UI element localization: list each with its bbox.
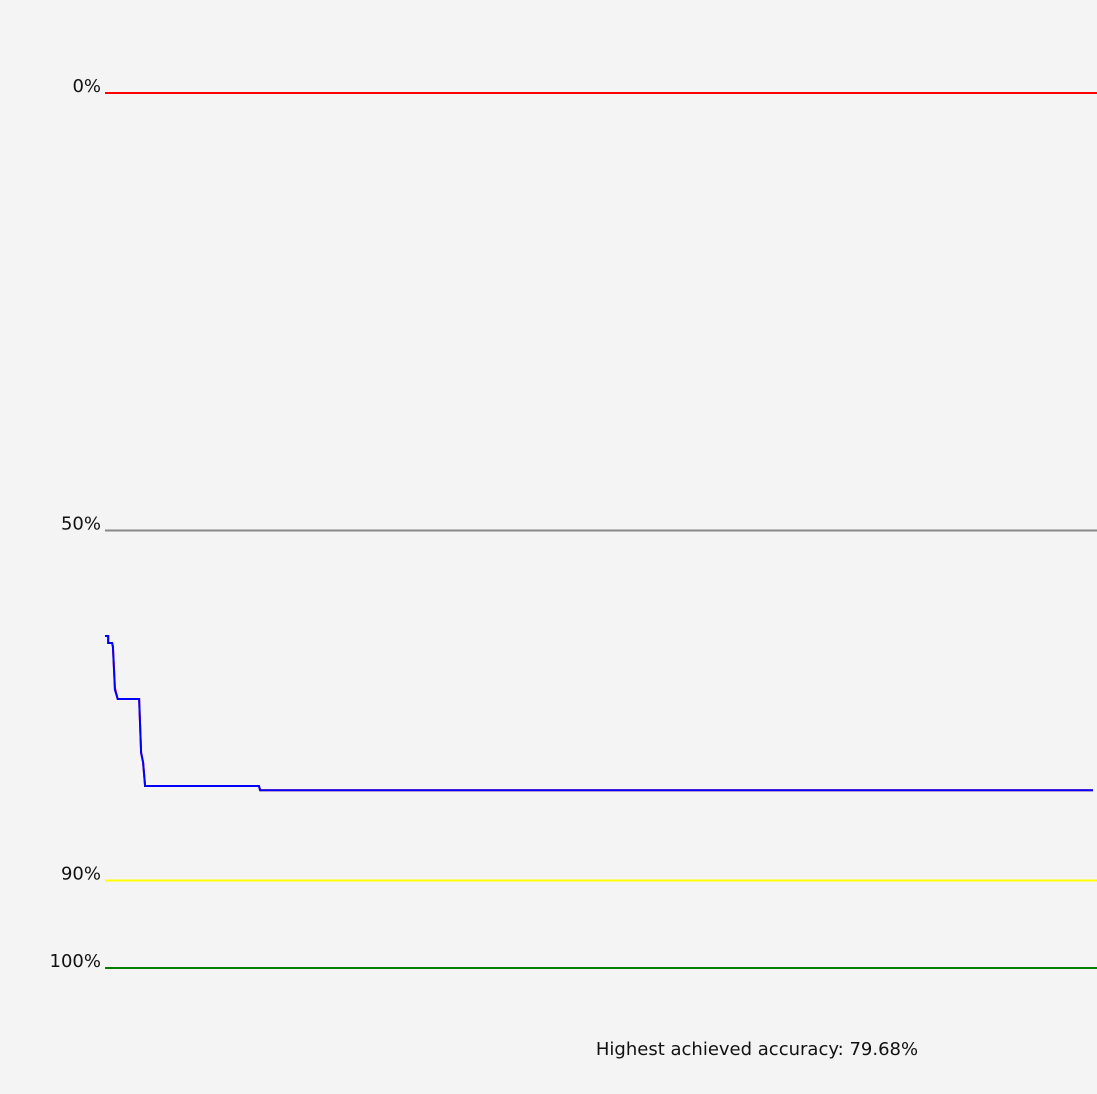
y-tick-label: 0%	[72, 76, 101, 97]
y-tick-label: 50%	[61, 514, 101, 535]
y-tick-label: 90%	[61, 864, 101, 885]
y-tick-label: 100%	[50, 951, 101, 972]
series-line	[105, 635, 1094, 792]
annotation: Highest achieved accuracy: 79.68%	[596, 1039, 918, 1060]
series-line	[105, 635, 1094, 792]
